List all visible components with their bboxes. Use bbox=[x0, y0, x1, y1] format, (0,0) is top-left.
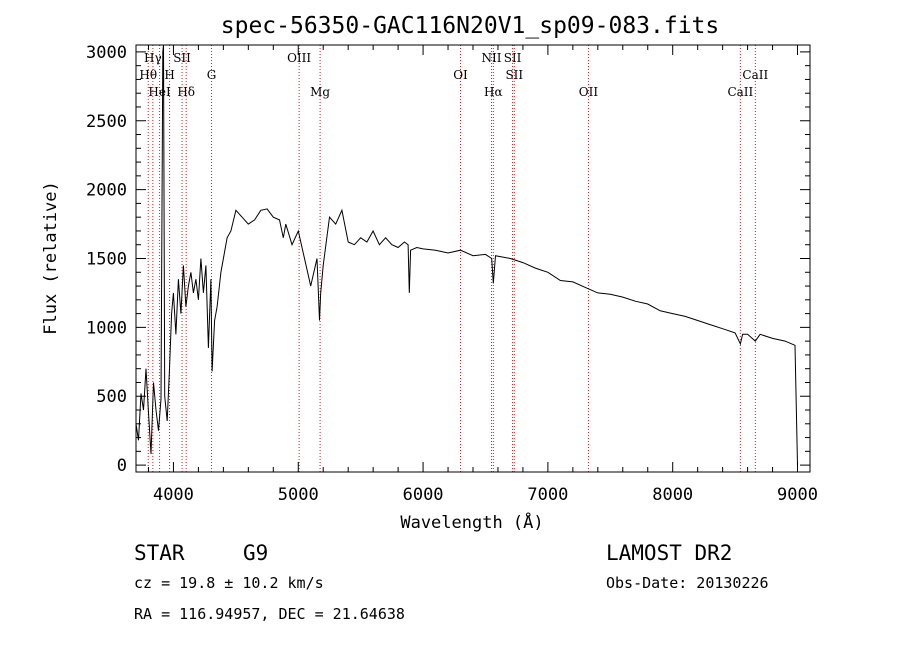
spectral-line-label: Mg bbox=[310, 85, 330, 99]
spectral-line-label: H bbox=[164, 68, 174, 82]
y-axis-label: Flux (relative) bbox=[41, 181, 61, 335]
survey-name: LAMOST DR2 bbox=[606, 541, 732, 565]
spectral-line-label: SII bbox=[505, 68, 523, 82]
spectral-line-label: Hγ bbox=[144, 51, 162, 65]
y-tick-label: 3000 bbox=[86, 43, 127, 63]
spectral-line-label: SII bbox=[504, 51, 522, 65]
spectral-line-label: CaII bbox=[742, 68, 768, 82]
x-tick-label: 9000 bbox=[777, 485, 818, 505]
spectral-line-label: HeI bbox=[148, 85, 171, 99]
x-tick-label: 7000 bbox=[527, 485, 568, 505]
spectral-line-label: CaII bbox=[727, 85, 753, 99]
y-axis-ticks: 0 500 1000 1500 2000 2500 3000 bbox=[86, 43, 810, 476]
spectral-line-label: G bbox=[207, 68, 217, 82]
spectral-line-label: OI bbox=[453, 68, 468, 82]
spectral-line-label: Hδ bbox=[177, 85, 195, 99]
object-subclass: G9 bbox=[243, 541, 268, 565]
spectrum-line bbox=[135, 44, 798, 466]
object-class: STAR bbox=[134, 541, 185, 565]
spectral-line-label: Hθ bbox=[139, 68, 157, 82]
x-tick-label: 8000 bbox=[652, 485, 693, 505]
chart-title: spec-56350-GAC116N20V1_sp09-083.fits bbox=[221, 13, 720, 39]
x-tick-label: 5000 bbox=[278, 485, 319, 505]
y-tick-label: 0 bbox=[117, 456, 127, 476]
x-axis-label: Wavelength (Å) bbox=[400, 511, 543, 533]
spectral-line-label: OIII bbox=[287, 51, 311, 65]
coordinates-text: RA = 116.94957, DEC = 21.64638 bbox=[134, 605, 405, 623]
y-tick-label: 1000 bbox=[86, 318, 127, 338]
spectral-line-label: Hα bbox=[484, 85, 503, 99]
x-tick-label: 4000 bbox=[153, 485, 194, 505]
y-tick-label: 1500 bbox=[86, 250, 127, 270]
spectral-line-label: SII bbox=[173, 51, 191, 65]
redshift-text: cz = 19.8 ± 10.2 km/s bbox=[134, 574, 324, 592]
obs-date-text: Obs-Date: 20130226 bbox=[606, 574, 769, 592]
x-tick-label: 6000 bbox=[403, 485, 444, 505]
y-tick-label: 500 bbox=[96, 387, 127, 407]
spectral-line-label: OII bbox=[579, 85, 599, 99]
y-tick-label: 2500 bbox=[86, 112, 127, 132]
spectral-line-label: NII bbox=[481, 51, 501, 65]
x-axis-ticks: 4000 5000 6000 7000 8000 9000 bbox=[147, 45, 818, 505]
y-tick-label: 2000 bbox=[86, 181, 127, 201]
